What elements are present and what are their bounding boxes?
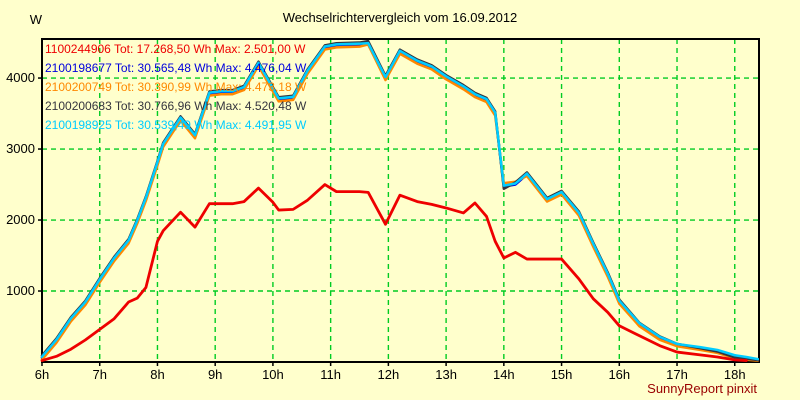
y-tick-label: 3000 [6, 141, 35, 156]
x-tick-label: 14h [493, 367, 515, 382]
series-line-1100244906 [40, 183, 748, 362]
chart-legend: 1100244906 Tot: 17.268,50 Wh Max: 2.501,… [45, 40, 306, 135]
footer-credit: SunnyReport pinxit [647, 381, 757, 396]
x-tick-label: 10h [262, 367, 284, 382]
y-tick-label: 2000 [6, 212, 35, 227]
x-tick-label: 13h [435, 367, 457, 382]
x-tick-label: 11h [320, 367, 341, 382]
chart-title: Wechselrichtervergleich vom 16.09.2012 [282, 10, 518, 25]
y-axis-unit-label: W [29, 12, 42, 27]
y-tick-label: 1000 [6, 283, 35, 298]
x-tick-label: 8h [150, 367, 164, 382]
x-tick-label: 17h [666, 367, 688, 382]
series-line-2100198925 [40, 41, 760, 361]
x-tick-label: 9h [208, 367, 222, 382]
legend-item-2100200683: 2100200683 Tot: 30.766,96 Wh Max: 4.520,… [45, 99, 307, 113]
x-tick-label: 12h [378, 367, 400, 382]
x-tick-label: 7h [92, 367, 106, 382]
legend-item-1100244906: 1100244906 Tot: 17.268,50 Wh Max: 2.501,… [45, 42, 306, 56]
plot-border [41, 38, 760, 363]
x-tick-label: 15h [551, 367, 573, 382]
legend-item-2100198677: 2100198677 Tot: 30.565,48 Wh Max: 4.476,… [45, 61, 307, 75]
x-tick-label: 6h [35, 367, 49, 382]
legend-item-2100198925: 2100198925 Tot: 30.539,49 Wh Max: 4.491,… [45, 118, 307, 132]
legend-item-2100200749: 2100200749 Tot: 30.390,99 Wh Max: 4.473,… [45, 80, 307, 94]
x-tick-label: 18h [724, 367, 746, 382]
y-tick-label: 4000 [6, 70, 35, 85]
x-tick-label: 16h [608, 367, 630, 382]
